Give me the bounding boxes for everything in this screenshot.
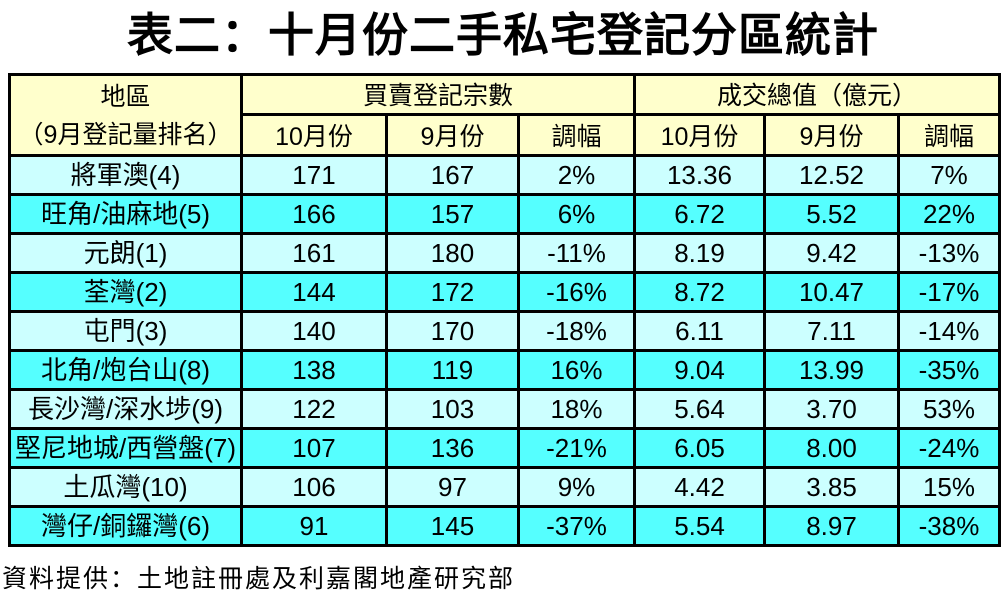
- table-row: 北角/炮台山(8) 138 119 16% 9.04 13.99 -35%: [8, 348, 1001, 391]
- count-oct-cell: 166: [240, 192, 388, 235]
- data-source-footer: 資料提供：土地註冊處及利嘉閣地產研究部: [2, 564, 516, 593]
- value-sep-cell: 8.00: [763, 426, 900, 469]
- district-cell: 長沙灣/深水埗(9): [8, 387, 243, 430]
- count-oct-cell: 122: [240, 387, 388, 430]
- value-sep-cell: 3.85: [763, 465, 900, 508]
- count-change-cell: 18%: [517, 387, 636, 430]
- value-oct-cell: 6.05: [633, 426, 766, 469]
- table-row: 將軍澳(4) 171 167 2% 13.36 12.52 7%: [8, 153, 1001, 196]
- count-oct-cell: 91: [240, 504, 388, 547]
- count-change-cell: -11%: [517, 231, 636, 274]
- count-sep-cell: 103: [385, 387, 520, 430]
- value-sep-cell: 12.52: [763, 153, 900, 196]
- count-sep-cell: 167: [385, 153, 520, 196]
- count-sep-cell: 145: [385, 504, 520, 547]
- district-cell: 灣仔/銅鑼灣(6): [8, 504, 243, 547]
- count-oct-cell: 138: [240, 348, 388, 391]
- header-sub-row: 10月份 9月份 調幅 10月份 9月份 調幅: [10, 112, 1001, 157]
- value-change-cell: 15%: [897, 465, 1001, 508]
- count-sep-header: 9月份: [385, 112, 520, 157]
- district-cell: 旺角/油麻地(5): [8, 192, 243, 235]
- value-change-header: 調幅: [897, 112, 1001, 157]
- count-group-header: 買賣登記宗數: [240, 72, 636, 116]
- table-row: 長沙灣/深水埗(9) 122 103 18% 5.64 3.70 53%: [8, 387, 1001, 430]
- page-title: 表二：十月份二手私宅登記分區統計: [127, 9, 879, 61]
- value-change-cell: 53%: [897, 387, 1001, 430]
- table-row: 土瓜灣(10) 106 97 9% 4.42 3.85 15%: [8, 465, 1001, 508]
- value-sep-cell: 13.99: [763, 348, 900, 391]
- value-change-cell: -38%: [897, 504, 1001, 547]
- count-oct-cell: 106: [240, 465, 388, 508]
- district-cell: 荃灣(2): [8, 270, 243, 313]
- district-header-line1: 地區: [100, 82, 151, 111]
- value-change-cell: -13%: [897, 231, 1001, 274]
- count-change-cell: 16%: [517, 348, 636, 391]
- district-cell: 屯門(3): [8, 309, 243, 352]
- value-sep-cell: 8.97: [763, 504, 900, 547]
- count-change-cell: 9%: [517, 465, 636, 508]
- value-sep-cell: 9.42: [763, 231, 900, 274]
- count-oct-cell: 161: [240, 231, 388, 274]
- count-sep-cell: 136: [385, 426, 520, 469]
- value-change-cell: -24%: [897, 426, 1001, 469]
- district-cell: 將軍澳(4): [8, 153, 243, 196]
- district-header-line2: （9月登記量排名）: [18, 120, 233, 149]
- count-sep-cell: 170: [385, 309, 520, 352]
- count-change-cell: 6%: [517, 192, 636, 235]
- value-oct-cell: 9.04: [633, 348, 766, 391]
- value-oct-cell: 13.36: [633, 153, 766, 196]
- count-change-cell: -37%: [517, 504, 636, 547]
- table-row: 堅尼地城/西營盤(7) 107 136 -21% 6.05 8.00 -24%: [8, 426, 1001, 469]
- count-oct-cell: 144: [240, 270, 388, 313]
- value-sep-cell: 10.47: [763, 270, 900, 313]
- value-group-header: 成交總值（億元）: [633, 72, 1001, 116]
- value-sep-cell: 5.52: [763, 192, 900, 235]
- count-sep-cell: 180: [385, 231, 520, 274]
- value-sep-cell: 3.70: [763, 387, 900, 430]
- count-change-cell: -21%: [517, 426, 636, 469]
- count-sep-cell: 119: [385, 348, 520, 391]
- table-header: 地區 （9月登記量排名） 買賣登記宗數 成交總值（億元） 10月份 9月份 調幅…: [8, 72, 1001, 157]
- value-oct-cell: 5.54: [633, 504, 766, 547]
- value-sep-cell: 7.11: [763, 309, 900, 352]
- value-change-cell: -17%: [897, 270, 1001, 313]
- table-body: 將軍澳(4) 171 167 2% 13.36 12.52 7% 旺角/油麻地(5) 166 15…: [8, 153, 1001, 547]
- value-change-cell: -14%: [897, 309, 1001, 352]
- count-change-cell: -18%: [517, 309, 636, 352]
- count-change-cell: 2%: [517, 153, 636, 196]
- table-row: 灣仔/銅鑼灣(6) 91 145 -37% 5.54 8.97 -38%: [8, 504, 1001, 547]
- table-row: 元朗(1) 161 180 -11% 8.19 9.42 -13%: [8, 231, 1001, 274]
- count-sep-cell: 172: [385, 270, 520, 313]
- value-oct-cell: 8.72: [633, 270, 766, 313]
- header-group-row: 地區 （9月登記量排名） 買賣登記宗數 成交總值（億元）: [8, 72, 1001, 157]
- count-change-cell: -16%: [517, 270, 636, 313]
- count-oct-cell: 140: [240, 309, 388, 352]
- count-change-header: 調幅: [517, 112, 636, 157]
- value-change-cell: -35%: [897, 348, 1001, 391]
- district-column-header: 地區 （9月登記量排名）: [8, 72, 243, 157]
- count-sep-cell: 157: [385, 192, 520, 235]
- district-cell: 元朗(1): [8, 231, 243, 274]
- statistics-table: 地區 （9月登記量排名） 買賣登記宗數 成交總值（億元） 10月份 9月份 調幅…: [8, 72, 1001, 547]
- district-cell: 北角/炮台山(8): [8, 348, 243, 391]
- table-row: 旺角/油麻地(5) 166 157 6% 6.72 5.52 22%: [8, 192, 1001, 235]
- district-cell: 土瓜灣(10): [8, 465, 243, 508]
- value-oct-cell: 6.11: [633, 309, 766, 352]
- count-sep-cell: 97: [385, 465, 520, 508]
- value-change-cell: 7%: [897, 153, 1001, 196]
- value-oct-cell: 4.42: [633, 465, 766, 508]
- count-oct-cell: 107: [240, 426, 388, 469]
- value-oct-cell: 5.64: [633, 387, 766, 430]
- count-oct-header: 10月份: [240, 112, 388, 157]
- district-cell: 堅尼地城/西營盤(7): [8, 426, 243, 469]
- table-row: 屯門(3) 140 170 -18% 6.11 7.11 -14%: [8, 309, 1001, 352]
- count-oct-cell: 171: [240, 153, 388, 196]
- value-oct-cell: 8.19: [633, 231, 766, 274]
- value-sep-header: 9月份: [763, 112, 900, 157]
- value-oct-cell: 6.72: [633, 192, 766, 235]
- value-change-cell: 22%: [897, 192, 1001, 235]
- table-row: 荃灣(2) 144 172 -16% 8.72 10.47 -17%: [8, 270, 1001, 313]
- value-oct-header: 10月份: [633, 112, 766, 157]
